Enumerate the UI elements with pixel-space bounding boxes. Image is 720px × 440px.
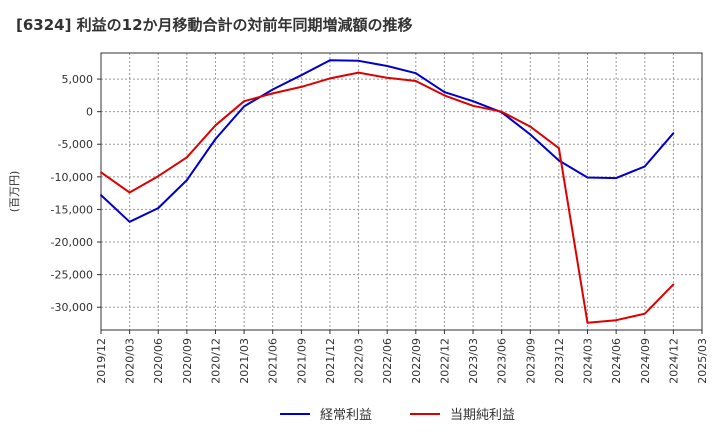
- data-point: [329, 59, 331, 62]
- plot-area: [101, 53, 702, 330]
- legend-label: 経常利益: [320, 408, 372, 423]
- data-point: [672, 283, 675, 286]
- data-point: [271, 92, 274, 95]
- x-tick-label: 2019/12: [95, 338, 108, 384]
- data-point: [329, 77, 331, 80]
- data-point: [529, 125, 532, 128]
- x-tick-label: 2020/06: [152, 338, 165, 384]
- data-point: [386, 65, 389, 67]
- x-tick-label: 2020/12: [209, 338, 222, 384]
- x-tick-label: 2020/03: [124, 338, 137, 384]
- data-point: [357, 71, 360, 74]
- x-tick-label: 2025/03: [696, 338, 709, 384]
- y-tick-labels: 5,000 0 -5,000 -10,000 -15,000 -20,000 -25,000…: [51, 73, 101, 314]
- data-point: [643, 312, 646, 315]
- data-point: [100, 194, 102, 196]
- y-axis-label: (百万円): [8, 171, 21, 213]
- data-point: [100, 171, 102, 174]
- data-point: [214, 124, 217, 127]
- x-tick-label: 2022/12: [438, 338, 451, 384]
- x-tick-label: 2024/09: [639, 338, 652, 384]
- series: [100, 59, 675, 324]
- data-point: [243, 105, 245, 108]
- chart-title: [6324] 利益の12か月移動合計の対前年同期増減額の推移: [16, 16, 413, 34]
- data-point: [185, 156, 188, 159]
- data-point: [214, 138, 217, 140]
- x-tick-label: 2020/09: [181, 338, 194, 384]
- data-point: [386, 76, 389, 79]
- data-point: [586, 176, 589, 179]
- data-point: [586, 321, 589, 324]
- x-tick-label: 2021/12: [324, 338, 337, 384]
- data-point: [128, 191, 131, 194]
- data-point: [558, 159, 560, 162]
- x-tick-label: 2023/12: [553, 338, 566, 384]
- data-point: [472, 104, 474, 107]
- data-point: [672, 132, 675, 135]
- data-point: [414, 80, 417, 82]
- x-tick-label: 2023/03: [467, 338, 480, 384]
- x-tick-label: 2022/09: [410, 338, 423, 384]
- plot-border: [100, 52, 703, 331]
- x-tick-label: 2023/09: [524, 338, 537, 384]
- data-point: [500, 110, 503, 113]
- legend-label: 当期純利益: [450, 408, 515, 423]
- x-tick-label: 2022/03: [353, 338, 366, 384]
- x-tick-label: 2021/06: [267, 338, 280, 384]
- data-point: [300, 74, 303, 77]
- data-point: [472, 100, 474, 103]
- data-point: [643, 165, 646, 168]
- data-point: [157, 175, 160, 178]
- y-tick-label: -10,000: [51, 171, 93, 184]
- x-tick-label: 2022/06: [381, 338, 394, 384]
- y-tick-label: -15,000: [51, 203, 93, 216]
- x-tick-label: 2021/09: [295, 338, 308, 384]
- data-point: [615, 319, 618, 322]
- data-point: [443, 94, 446, 97]
- x-tick-label: 2023/06: [496, 338, 509, 384]
- data-point: [443, 91, 446, 94]
- data-point: [357, 59, 360, 62]
- data-point: [243, 100, 245, 103]
- data-point: [271, 88, 274, 91]
- y-tick-label: 5,000: [62, 73, 94, 86]
- y-tick-label: -25,000: [51, 269, 93, 282]
- y-tick-label: -30,000: [51, 301, 93, 314]
- y-tick-label: 0: [86, 106, 93, 119]
- x-tick-label: 2024/03: [582, 338, 595, 384]
- x-tick-label: 2021/03: [238, 338, 251, 384]
- x-tick-labels: 2019/12 2020/03 2020/06 2020/09 2020/12 2021/…: [95, 330, 709, 384]
- data-point: [300, 85, 303, 88]
- x-tick-label: 2024/06: [610, 338, 623, 384]
- data-point: [529, 133, 532, 136]
- legend: 経常利益 当期純利益: [280, 408, 515, 423]
- data-point: [157, 207, 160, 210]
- data-point: [414, 72, 417, 75]
- y-tick-label: -5,000: [58, 138, 93, 151]
- data-point: [615, 177, 618, 180]
- grid: [101, 53, 702, 330]
- data-point: [185, 179, 188, 181]
- data-point: [558, 147, 560, 150]
- x-tick-label: 2024/12: [667, 338, 680, 384]
- axes: [100, 52, 703, 331]
- y-tick-label: -20,000: [51, 236, 93, 249]
- data-point: [128, 220, 131, 223]
